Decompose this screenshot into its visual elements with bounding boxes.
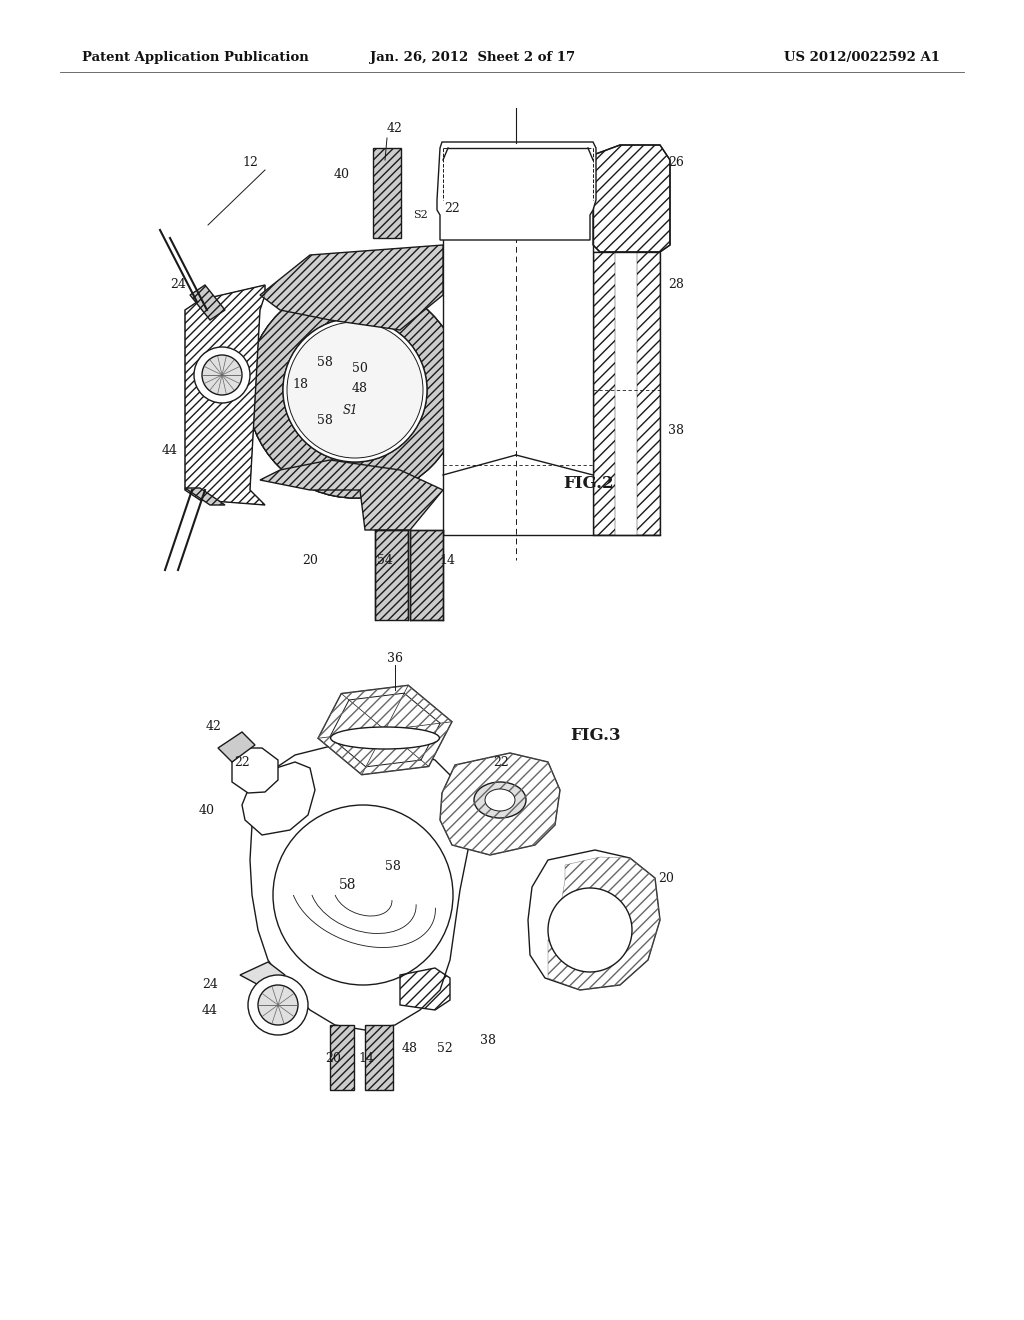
Polygon shape — [528, 850, 660, 990]
Polygon shape — [250, 744, 468, 1030]
Text: 28: 28 — [668, 279, 684, 292]
Circle shape — [247, 282, 463, 498]
Text: 14: 14 — [439, 553, 455, 566]
Polygon shape — [593, 252, 660, 535]
Text: 50: 50 — [352, 362, 368, 375]
Polygon shape — [218, 733, 255, 762]
Bar — [373, 148, 401, 238]
Polygon shape — [260, 459, 443, 531]
Text: 44: 44 — [162, 444, 178, 457]
Text: 42: 42 — [387, 121, 402, 135]
Polygon shape — [185, 488, 225, 506]
Circle shape — [287, 322, 423, 458]
Text: 42: 42 — [206, 721, 222, 734]
Polygon shape — [240, 962, 285, 990]
Text: 26: 26 — [668, 156, 684, 169]
Text: 22: 22 — [444, 202, 460, 214]
Text: S1: S1 — [342, 404, 357, 417]
Text: 20: 20 — [302, 553, 317, 566]
Bar — [150, 110, 710, 640]
Polygon shape — [318, 685, 452, 775]
Bar — [375, 531, 408, 620]
Text: FIG.2: FIG.2 — [563, 475, 613, 492]
Text: 54: 54 — [377, 553, 393, 566]
Circle shape — [258, 985, 298, 1026]
Circle shape — [194, 347, 250, 403]
Bar — [140, 665, 740, 1255]
Text: 38: 38 — [668, 424, 684, 437]
Text: 12: 12 — [242, 157, 258, 169]
Text: S2: S2 — [413, 210, 428, 220]
Polygon shape — [593, 145, 670, 252]
Text: 22: 22 — [234, 756, 250, 770]
Bar — [410, 531, 443, 620]
Text: 20: 20 — [658, 871, 674, 884]
Text: 24: 24 — [202, 978, 218, 991]
Ellipse shape — [331, 727, 439, 748]
Ellipse shape — [485, 789, 515, 810]
Polygon shape — [260, 246, 443, 330]
Polygon shape — [440, 752, 560, 855]
Polygon shape — [185, 285, 265, 506]
Circle shape — [247, 282, 463, 498]
Text: 14: 14 — [358, 1052, 374, 1064]
Text: Jan. 26, 2012  Sheet 2 of 17: Jan. 26, 2012 Sheet 2 of 17 — [370, 51, 575, 65]
Circle shape — [548, 888, 632, 972]
Bar — [443, 148, 593, 535]
Text: 58: 58 — [317, 355, 333, 368]
Text: 58: 58 — [385, 861, 401, 874]
Ellipse shape — [474, 781, 526, 818]
Text: 48: 48 — [352, 381, 368, 395]
Circle shape — [202, 355, 242, 395]
Circle shape — [247, 282, 463, 498]
Circle shape — [283, 318, 427, 462]
Circle shape — [283, 318, 427, 462]
Text: 38: 38 — [480, 1034, 496, 1047]
Circle shape — [248, 975, 308, 1035]
Text: 58: 58 — [339, 878, 356, 892]
Text: 58: 58 — [317, 413, 333, 426]
Text: 40: 40 — [334, 168, 350, 181]
Text: FIG.3: FIG.3 — [570, 727, 621, 744]
Polygon shape — [190, 285, 225, 319]
Text: Patent Application Publication: Patent Application Publication — [82, 51, 309, 65]
Bar — [330, 1026, 354, 1090]
Text: 18: 18 — [292, 379, 308, 392]
Circle shape — [273, 805, 453, 985]
Text: 22: 22 — [493, 755, 509, 768]
Text: 20: 20 — [325, 1052, 341, 1064]
Text: US 2012/0022592 A1: US 2012/0022592 A1 — [784, 51, 940, 65]
Bar — [365, 1026, 393, 1090]
Text: 36: 36 — [387, 652, 403, 664]
Text: 40: 40 — [199, 804, 215, 817]
Text: 52: 52 — [437, 1041, 453, 1055]
Text: 44: 44 — [202, 1003, 218, 1016]
Text: 24: 24 — [170, 279, 186, 292]
Text: 48: 48 — [402, 1041, 418, 1055]
Polygon shape — [437, 143, 596, 240]
Polygon shape — [232, 748, 278, 793]
Polygon shape — [242, 762, 315, 836]
